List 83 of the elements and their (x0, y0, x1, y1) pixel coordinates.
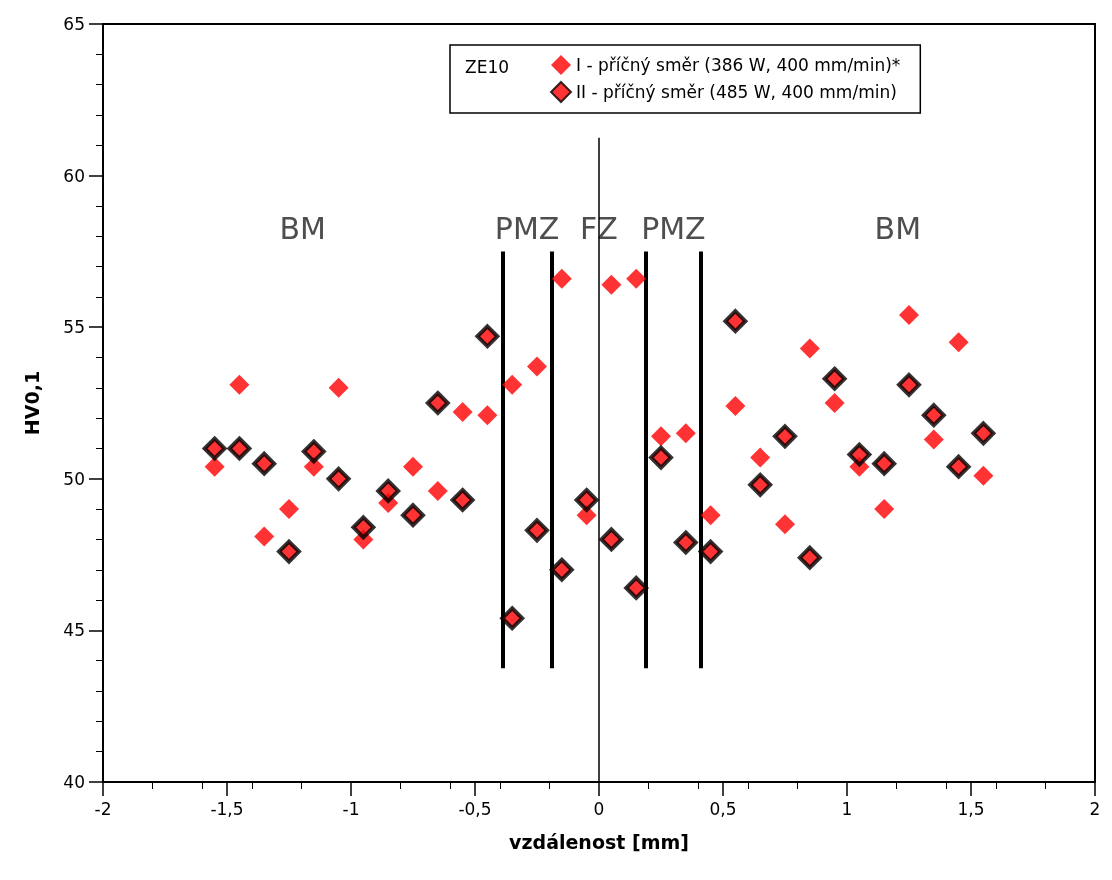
point (874, 499, 895, 520)
point (872, 451, 897, 476)
point (822, 366, 847, 391)
point (475, 324, 500, 349)
point (204, 456, 225, 477)
point (376, 478, 401, 503)
point (649, 445, 673, 470)
point (403, 456, 423, 477)
y-tick-label: 55 (63, 317, 85, 338)
point (551, 268, 572, 289)
point (301, 439, 326, 464)
point (824, 393, 845, 413)
point (328, 377, 349, 398)
point (525, 518, 549, 543)
y-axis-title: HV0,1 (20, 370, 43, 436)
x-tick-label: -0,5 (458, 798, 492, 819)
point (797, 545, 822, 570)
point (899, 305, 919, 326)
point (477, 405, 498, 426)
x-tick-label: 0 (593, 798, 605, 819)
point (252, 451, 277, 476)
annotation: BM (874, 211, 922, 247)
point (401, 503, 425, 528)
x-axis-title: vzdálenost [mm] (509, 830, 689, 853)
point (698, 539, 723, 564)
y-tick-label: 50 (63, 468, 85, 489)
point (502, 374, 523, 395)
point (673, 530, 698, 555)
point (549, 557, 574, 582)
point (601, 274, 622, 295)
x-tick-label: 1 (841, 798, 853, 819)
point (750, 447, 771, 468)
point (229, 374, 250, 395)
point (626, 268, 647, 289)
point (527, 356, 547, 377)
point (326, 466, 351, 491)
point (599, 527, 624, 552)
x-tick-label: 2 (1089, 798, 1101, 819)
y-tick-label: 40 (63, 772, 85, 792)
point (946, 454, 971, 479)
x-tick-label: -1 (342, 798, 360, 819)
point (450, 488, 475, 513)
point (775, 514, 795, 535)
point (971, 421, 996, 446)
point (923, 429, 944, 450)
annotation: PMZ (494, 211, 560, 247)
point (773, 424, 797, 449)
point (624, 575, 649, 600)
annotation: PMZ (641, 211, 706, 247)
point (799, 338, 820, 359)
y-tick-label: 60 (63, 165, 85, 186)
point (574, 488, 599, 513)
point (921, 403, 946, 428)
x-tick-label: 0,5 (709, 798, 737, 819)
point (748, 472, 773, 497)
point (948, 332, 969, 353)
point (427, 480, 448, 501)
point (723, 309, 748, 334)
legend-label: II - příčný směr (485 W, 400 mm/min) (576, 82, 897, 102)
point (973, 465, 994, 486)
point (675, 423, 696, 444)
point (279, 499, 299, 520)
legend-label: I - příčný směr (386 W, 400 mm/min)* (576, 55, 901, 75)
point (651, 426, 671, 447)
y-tick-label: 65 (63, 14, 85, 34)
point (500, 606, 525, 631)
point (425, 391, 450, 415)
point (452, 402, 473, 423)
x-tick-label: -2 (94, 798, 112, 819)
annotation: BM (279, 211, 326, 247)
point (351, 515, 376, 540)
point (725, 396, 746, 417)
legend-title: ZE10 (465, 56, 510, 77)
point (277, 539, 301, 564)
point (700, 505, 721, 526)
point (897, 372, 921, 397)
x-tick-label: -1,5 (210, 798, 244, 819)
point (227, 436, 252, 461)
x-tick-label: 1,5 (957, 798, 985, 819)
point (254, 526, 275, 547)
point (202, 436, 227, 461)
point (847, 442, 872, 467)
y-tick-label: 45 (63, 620, 85, 641)
